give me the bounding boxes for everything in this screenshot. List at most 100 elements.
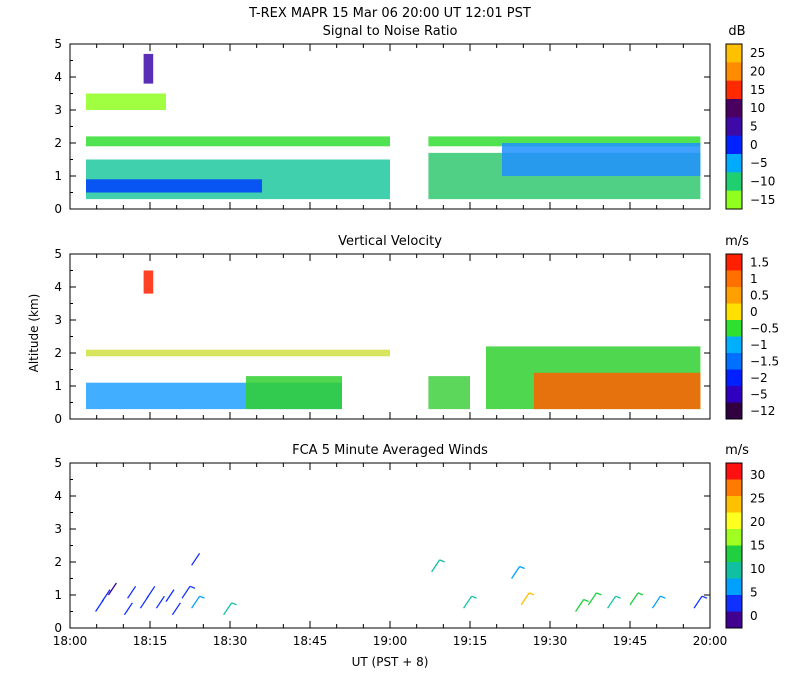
vv-x-ticks: [69, 254, 711, 419]
vv-y-axis: 0 1 2 3 4 5: [54, 247, 710, 426]
colorbar-swatch: [726, 545, 742, 563]
x-tick-label: 19:45: [613, 634, 648, 648]
y-tick-label: 0: [54, 202, 62, 216]
colorbar-label: −15: [750, 193, 775, 207]
colorbar-swatch: [726, 154, 742, 173]
y-tick-label: 3: [54, 103, 62, 117]
panel-winds: FCA 5 Minute Averaged Winds 0 1 2 3 4 5 18:00…: [53, 443, 766, 669]
y-tick-label: 1: [54, 169, 62, 183]
vv-colorbar: 1.5 1 0.5 0 −0.5 −1 −1.5 −2 −5 −12: [725, 253, 779, 420]
colorbar-label: 10: [750, 101, 765, 115]
wind-barb: [123, 602, 133, 616]
wind-barb: [431, 559, 441, 573]
wind-barb: [165, 589, 175, 602]
wind-barb: [607, 595, 617, 609]
colorbar-label: 15: [750, 83, 765, 97]
snr-plot-area: [86, 53, 701, 200]
colorbar-swatch: [726, 479, 742, 497]
colorbar-label: 15: [750, 539, 765, 553]
field-band: [86, 179, 262, 193]
colorbar-label: 20: [750, 515, 765, 529]
wind-barb: [127, 585, 137, 599]
colorbar-swatch: [726, 562, 742, 579]
wind-barb-flag: [439, 559, 445, 563]
wind-barb: [575, 599, 585, 612]
colorbar-label: 5: [750, 120, 758, 134]
colorbar-frame: [725, 462, 743, 629]
colorbar-label: −1: [750, 338, 768, 352]
colorbar-frame: [725, 253, 743, 420]
vv-plot-area: [86, 270, 701, 410]
colorbar-swatch: [726, 190, 742, 210]
y-tick-label: 0: [54, 412, 62, 426]
y-tick-label: 5: [54, 247, 62, 261]
wind-barb-flag: [701, 595, 708, 599]
colorbar-swatch: [726, 529, 742, 546]
wind-barb-flag: [231, 602, 237, 606]
x-tick-label: 19:30: [533, 634, 568, 648]
colorbar-swatch: [726, 62, 742, 82]
y-tick-label: 5: [54, 456, 62, 470]
colorbar-swatch: [726, 386, 742, 403]
field-band: [86, 349, 390, 357]
colorbar-label: 30: [750, 468, 765, 482]
wind-barb: [463, 595, 473, 609]
field-band: [534, 372, 701, 410]
colorbar-label: −5: [750, 387, 768, 401]
colorbar-label: 1: [750, 272, 758, 286]
wind-barb-flag: [660, 595, 666, 599]
wind-barb: [191, 552, 201, 566]
field-band: [428, 136, 701, 147]
field-band: [428, 376, 470, 410]
y-tick-label: 5: [54, 37, 62, 51]
wind-barb-flag: [519, 565, 525, 570]
winds-plot-area: [95, 552, 708, 616]
figure-title: T-REX MAPR 15 Mar 06 20:00 UT 12:01 PST: [248, 6, 531, 21]
snr-title: Signal to Noise Ratio: [323, 24, 458, 39]
winds-frame: [69, 462, 711, 629]
wind-barb: [223, 602, 233, 616]
winds-x-axis: 18:00 18:15 18:30 18:45 19:00 19:15 19:30 19:45…: [53, 463, 728, 648]
colorbar-label: 10: [750, 562, 765, 576]
colorbar-swatch: [726, 287, 742, 304]
x-tick-label: 20:00: [693, 634, 728, 648]
wind-barb-flag: [596, 592, 602, 596]
colorbar-label: 1.5: [750, 255, 769, 269]
colorbar-swatch: [726, 336, 742, 354]
colorbar-swatch: [726, 303, 742, 321]
panel-snr: Signal to Noise Ratio 0 1 2 3 4 5 dB 25 20 15 10…: [54, 24, 775, 216]
y-tick-label: 4: [54, 280, 62, 294]
wind-barb-flag: [583, 598, 589, 603]
colorbar-label: −1.5: [750, 354, 779, 368]
x-tick-label: 19:00: [373, 634, 408, 648]
snr-y-axis: 0 1 2 3 4 5: [54, 37, 710, 216]
colorbar-label: 0: [750, 305, 758, 319]
colorbar-swatch: [726, 172, 742, 192]
wind-barb: [171, 602, 181, 616]
colorbar-label: 0: [750, 609, 758, 623]
field-band: [86, 136, 390, 147]
wind-barb: [155, 595, 165, 609]
colorbar-label: −12: [750, 404, 775, 418]
colorbar-swatch: [726, 135, 742, 155]
colorbar-swatch: [726, 44, 742, 63]
colorbar-label: 25: [750, 491, 765, 505]
colorbar-frame: [725, 43, 743, 210]
y-tick-label: 4: [54, 489, 62, 503]
wind-barb: [511, 566, 521, 579]
colorbar-swatch: [726, 117, 742, 137]
y-tick-label: 1: [54, 588, 62, 602]
snr-colorbar-units: dB: [728, 24, 745, 39]
wind-barb-flag: [189, 585, 196, 589]
y-tick-label: 3: [54, 522, 62, 536]
winds-colorbar: 30 25 20 15 10 5 0: [725, 462, 765, 629]
colorbar-swatch: [726, 463, 742, 480]
wind-barb: [587, 592, 597, 606]
x-tick-label: 18:30: [213, 634, 248, 648]
wind-barb: [101, 589, 111, 602]
wind-barb-flag: [615, 595, 621, 599]
colorbar-swatch: [726, 369, 742, 387]
wind-barb: [181, 585, 191, 599]
colorbar-label: 5: [750, 586, 758, 600]
